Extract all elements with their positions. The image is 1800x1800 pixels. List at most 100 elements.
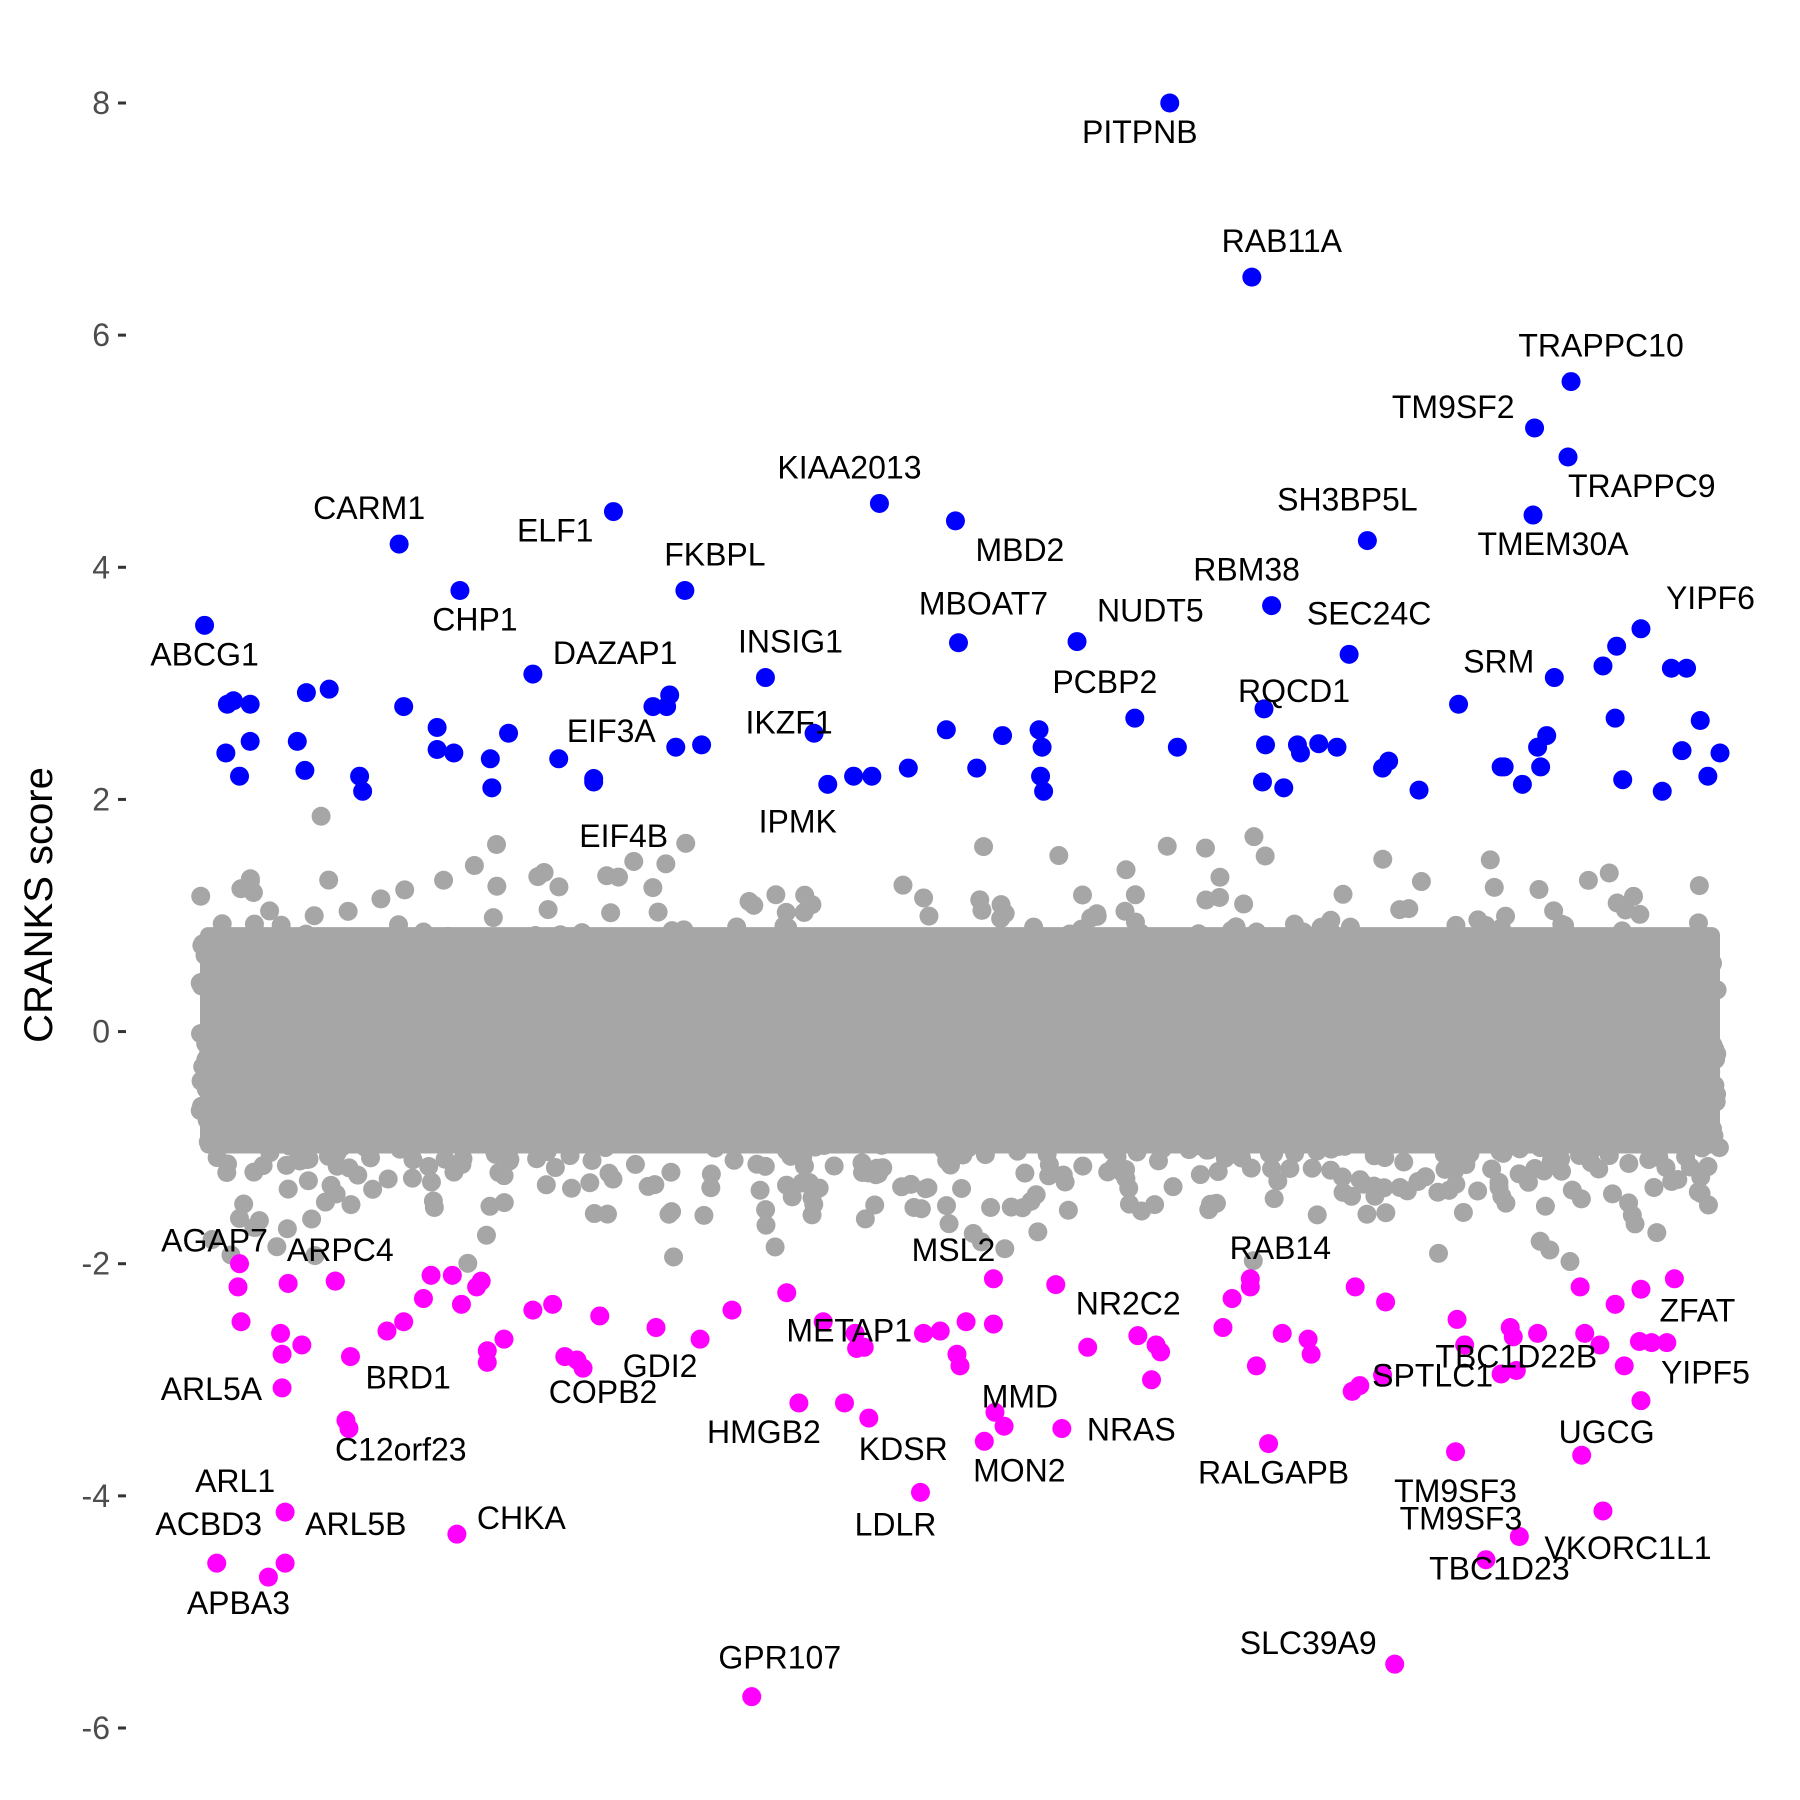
y-tick-label: -6	[82, 1710, 110, 1746]
background-point	[305, 1246, 325, 1266]
background-point	[1434, 1041, 1454, 1061]
background-point	[1463, 1033, 1483, 1053]
background-point	[952, 1178, 972, 1198]
labeled-hit-point	[859, 1408, 879, 1428]
background-point	[1307, 1205, 1327, 1225]
background-point	[664, 1247, 684, 1267]
background-point	[1432, 1126, 1452, 1146]
background-point	[192, 976, 212, 996]
background-point	[858, 997, 878, 1017]
background-point	[1374, 1178, 1394, 1198]
background-point	[234, 1194, 254, 1214]
background-point	[1653, 1117, 1673, 1137]
background-point	[378, 1169, 398, 1189]
background-point	[1334, 984, 1354, 1004]
background-point	[1142, 987, 1162, 1007]
background-point	[927, 953, 947, 973]
positive-hit-point	[1256, 735, 1276, 755]
positive-hit-point	[898, 758, 918, 778]
background-point	[873, 1158, 893, 1178]
background-point	[1231, 1148, 1251, 1168]
background-point	[1286, 982, 1306, 1002]
background-point	[464, 855, 484, 875]
background-point	[278, 1075, 298, 1095]
background-point	[1404, 1111, 1424, 1131]
negative-hit-point	[1246, 1356, 1266, 1376]
background-point	[284, 961, 304, 981]
labeled-hit-point	[584, 772, 604, 792]
gene-label: TRAPPC10	[1518, 328, 1683, 364]
background-point	[1602, 1184, 1622, 1204]
labeled-hit-point	[603, 502, 623, 522]
background-point	[1157, 836, 1177, 856]
background-point	[1555, 916, 1575, 936]
background-point	[1480, 850, 1500, 870]
background-point	[974, 837, 994, 857]
background-point	[852, 1153, 872, 1173]
background-point	[1074, 1046, 1094, 1066]
background-point	[863, 1048, 883, 1068]
background-point	[721, 1043, 741, 1063]
background-point	[639, 1103, 659, 1123]
background-point	[318, 1128, 338, 1148]
gene-label: KDSR	[859, 1431, 948, 1467]
background-point	[1530, 1231, 1550, 1251]
background-point	[597, 1204, 617, 1224]
negative-hit-point	[1213, 1318, 1233, 1338]
background-point	[311, 806, 331, 826]
negative-hit-point	[377, 1321, 397, 1341]
background-point	[557, 1085, 577, 1105]
background-point	[1156, 940, 1176, 960]
background-point	[914, 888, 934, 908]
background-point	[527, 1023, 547, 1043]
background-point	[1313, 1122, 1333, 1142]
background-point	[329, 1074, 349, 1094]
background-point	[468, 1057, 488, 1077]
background-point	[494, 981, 514, 1001]
background-point	[1373, 1070, 1393, 1090]
background-point	[1309, 996, 1329, 1016]
background-point	[348, 1165, 368, 1185]
background-point	[1048, 1102, 1068, 1122]
negative-hit-point	[442, 1265, 462, 1285]
background-point	[855, 1209, 875, 1229]
background-point	[536, 1175, 556, 1195]
negative-hits-layer	[207, 1254, 1684, 1707]
positive-hit-point	[1593, 656, 1613, 676]
background-point	[1373, 849, 1393, 869]
background-point	[243, 940, 263, 960]
gene-label: MMD	[982, 1378, 1058, 1414]
gene-label: ABCG1	[150, 636, 258, 672]
labeled-hit-point	[1339, 644, 1359, 664]
background-point	[1274, 1114, 1294, 1134]
background-point	[229, 1208, 249, 1228]
gene-label: IPMK	[759, 803, 837, 839]
negative-hit-point	[1614, 1356, 1634, 1376]
labeled-hit-point	[854, 1337, 874, 1357]
gene-label: CARM1	[313, 490, 425, 526]
background-point	[656, 854, 676, 874]
background-point	[1216, 1125, 1236, 1145]
background-point	[422, 930, 442, 950]
background-point	[1631, 980, 1651, 1000]
background-point	[811, 1078, 831, 1098]
background-point	[302, 1069, 322, 1089]
background-point	[477, 1007, 497, 1027]
background-point	[1553, 937, 1573, 957]
background-point	[643, 878, 663, 898]
background-point	[1164, 1021, 1184, 1041]
background-point	[435, 1149, 455, 1169]
background-point	[319, 870, 339, 890]
background-point	[1589, 1159, 1609, 1179]
background-point	[374, 1057, 394, 1077]
labeled-hit-point	[523, 664, 543, 684]
labeled-hit-point	[804, 723, 824, 743]
background-point	[1378, 956, 1398, 976]
negative-hit-point	[394, 1312, 414, 1332]
background-point	[1132, 1064, 1152, 1084]
background-point	[541, 1061, 561, 1081]
background-point	[741, 977, 761, 997]
background-point	[1118, 987, 1138, 1007]
background-point	[802, 1188, 822, 1208]
